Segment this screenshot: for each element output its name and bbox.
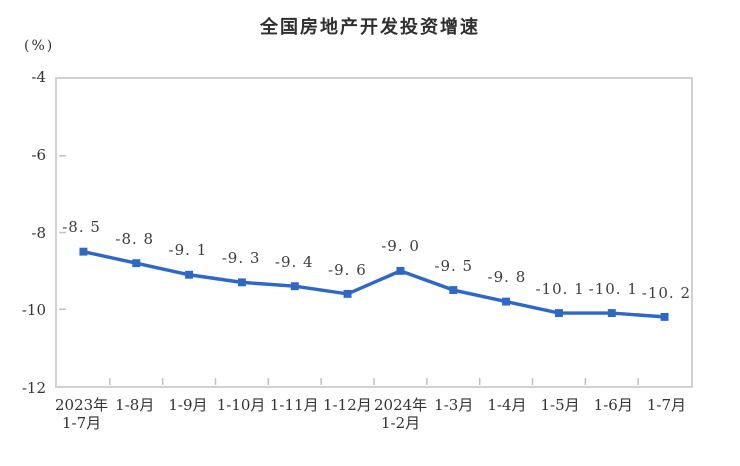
data-point-label: -8. 5	[62, 217, 101, 236]
data-point-marker	[290, 282, 299, 291]
data-point-label: -9. 8	[487, 268, 527, 287]
data-point-marker	[607, 309, 616, 317]
data-point-label: -9. 6	[328, 260, 367, 279]
data-point-label: -9. 5	[434, 256, 474, 275]
data-point-label: -10. 1	[535, 280, 585, 299]
y-axis-unit-label: (%)	[24, 38, 55, 54]
data-point-label: -9. 3	[221, 249, 261, 268]
data-point-label: -9. 1	[168, 241, 208, 260]
x-axis-label: 1-3月	[434, 396, 474, 414]
x-axis-label: 1-10月	[216, 396, 266, 414]
x-axis-label: 2024年 1-2月	[373, 396, 428, 432]
y-axis-label: -8	[31, 223, 46, 242]
x-axis-label: 1-9月	[168, 396, 208, 414]
data-point-label: -9. 0	[381, 237, 420, 256]
data-point-label: -10. 1	[588, 280, 638, 299]
y-axis-label: -4	[31, 68, 46, 86]
x-axis-label: 1-6月	[593, 396, 633, 414]
plot-area	[55, 77, 693, 388]
x-axis-label: 1-4月	[487, 396, 527, 414]
x-axis-label: 1-7月	[646, 396, 686, 414]
y-axis-label: -10	[21, 301, 46, 320]
line-series-svg	[58, 155, 669, 386]
data-point-label: -8. 8	[115, 229, 155, 248]
x-axis-label: 2023年 1-7月	[54, 396, 109, 432]
data-point-marker	[396, 266, 405, 275]
x-axis-label: 1-11月	[269, 396, 319, 414]
data-point-marker	[554, 309, 563, 317]
series-line	[83, 249, 665, 319]
data-point-marker	[449, 286, 458, 294]
data-point-marker	[237, 278, 246, 287]
data-point-label: -10. 2	[641, 284, 692, 303]
x-axis-label: 1-12月	[323, 396, 372, 414]
data-point-marker	[132, 259, 141, 268]
data-point-marker	[343, 289, 352, 298]
x-axis-label: 1-5月	[540, 396, 580, 414]
data-point-marker	[660, 312, 669, 321]
data-point-marker	[502, 297, 511, 306]
x-axis-label: 1-8月	[115, 396, 155, 414]
y-axis-label: -12	[21, 379, 46, 397]
data-point-marker	[79, 247, 88, 256]
chart-title: 全国房地产开发投资增速	[260, 17, 480, 38]
data-point-label: -9. 4	[274, 252, 314, 271]
y-axis-label: -6	[31, 145, 46, 164]
data-point-marker	[185, 270, 194, 279]
